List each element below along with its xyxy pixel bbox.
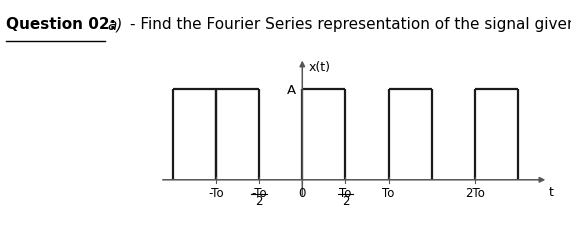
Text: Question 02:: Question 02:: [6, 17, 115, 32]
Text: 0: 0: [299, 186, 306, 199]
Text: x(t): x(t): [308, 61, 331, 74]
Text: - Find the Fourier Series representation of the signal given below.: - Find the Fourier Series representation…: [130, 17, 571, 32]
Text: 2: 2: [255, 194, 263, 207]
Text: 2: 2: [341, 194, 349, 207]
Text: To: To: [339, 186, 352, 199]
Text: To: To: [383, 186, 395, 199]
Text: a): a): [107, 17, 123, 32]
Text: 2To: 2To: [465, 186, 485, 199]
Text: -To: -To: [208, 186, 224, 199]
Text: A: A: [287, 83, 296, 97]
Text: t: t: [549, 185, 554, 198]
Text: -To: -To: [251, 186, 267, 199]
